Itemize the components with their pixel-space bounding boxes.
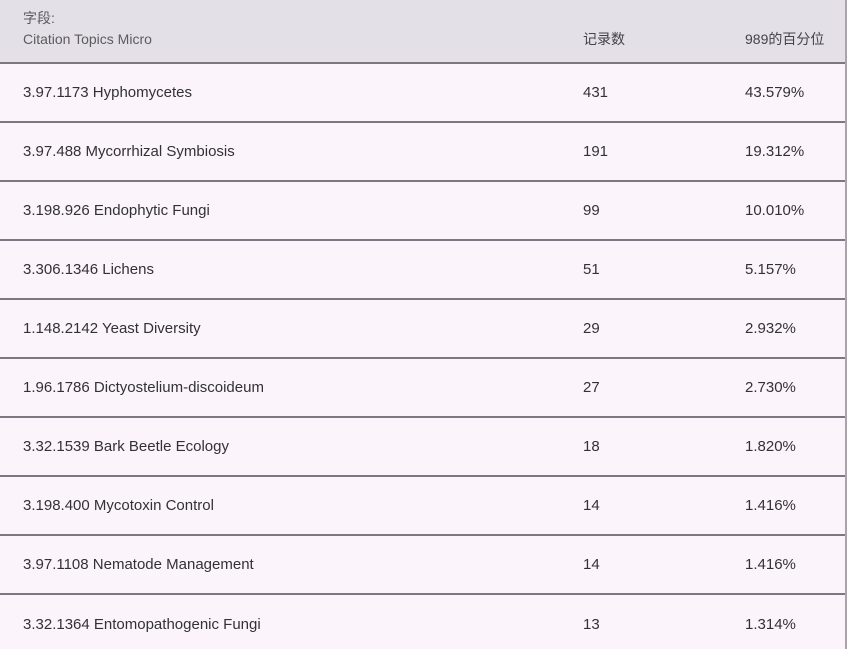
- percentile-cell: 19.312%: [745, 143, 805, 160]
- table-row: 3.97.488 Mycorrhizal Symbiosis 191 19.31…: [0, 123, 845, 182]
- topic-cell: 3.198.400 Mycotoxin Control: [23, 497, 214, 514]
- table-row: 3.32.1364 Entomopathogenic Fungi 13 1.31…: [0, 595, 845, 649]
- field-block: 字段: Citation Topics Micro: [0, 8, 583, 62]
- percentile-cell: 2.932%: [745, 320, 796, 337]
- percentile-cell: 10.010%: [745, 202, 805, 219]
- percentile-cell: 5.157%: [745, 261, 796, 278]
- topic-cell: 3.306.1346 Lichens: [23, 261, 154, 278]
- percentile-cell: 1.416%: [745, 556, 796, 573]
- field-value: Citation Topics Micro: [23, 31, 152, 47]
- records-cell: 18: [583, 438, 600, 455]
- topic-cell: 1.96.1786 Dictyostelium-discoideum: [23, 379, 264, 396]
- records-cell: 431: [583, 84, 609, 101]
- table-row: 3.198.400 Mycotoxin Control 14 1.416%: [0, 477, 845, 536]
- records-cell: 13: [583, 616, 600, 633]
- topic-cell: 3.97.1108 Nematode Management: [23, 556, 254, 573]
- records-cell: 51: [583, 261, 600, 278]
- records-cell: 99: [583, 202, 600, 219]
- column-header-percentile: 989的百分位: [745, 31, 825, 47]
- table-row: 3.306.1346 Lichens 51 5.157%: [0, 241, 845, 300]
- table-body: 3.97.1173 Hyphomycetes 431 43.579% 3.97.…: [0, 64, 845, 649]
- topic-cell: 3.97.1173 Hyphomycetes: [23, 84, 192, 101]
- records-cell: 14: [583, 556, 600, 573]
- column-header-records: 记录数: [583, 31, 625, 47]
- records-cell: 27: [583, 379, 600, 396]
- records-cell: 29: [583, 320, 600, 337]
- table-header: 字段: Citation Topics Micro 记录数 989的百分位: [0, 0, 845, 64]
- topic-cell: 3.198.926 Endophytic Fungi: [23, 202, 210, 219]
- field-label: 字段:: [23, 10, 55, 26]
- percentile-cell: 1.314%: [745, 616, 796, 633]
- table-row: 3.198.926 Endophytic Fungi 99 10.010%: [0, 182, 845, 241]
- percentile-cell: 1.416%: [745, 497, 796, 514]
- topic-cell: 1.148.2142 Yeast Diversity: [23, 320, 201, 337]
- table-row: 3.97.1108 Nematode Management 14 1.416%: [0, 536, 845, 595]
- table-row: 3.97.1173 Hyphomycetes 431 43.579%: [0, 64, 845, 123]
- percentile-cell: 2.730%: [745, 379, 796, 396]
- records-cell: 191: [583, 143, 609, 160]
- topic-cell: 3.32.1364 Entomopathogenic Fungi: [23, 616, 261, 633]
- table-row: 1.96.1786 Dictyostelium-discoideum 27 2.…: [0, 359, 845, 418]
- table-row: 1.148.2142 Yeast Diversity 29 2.932%: [0, 300, 845, 359]
- records-cell: 14: [583, 497, 600, 514]
- percentile-cell: 1.820%: [745, 438, 796, 455]
- table-row: 3.32.1539 Bark Beetle Ecology 18 1.820%: [0, 418, 845, 477]
- percentile-cell: 43.579%: [745, 84, 805, 101]
- topic-cell: 3.97.488 Mycorrhizal Symbiosis: [23, 143, 235, 160]
- topic-cell: 3.32.1539 Bark Beetle Ecology: [23, 438, 229, 455]
